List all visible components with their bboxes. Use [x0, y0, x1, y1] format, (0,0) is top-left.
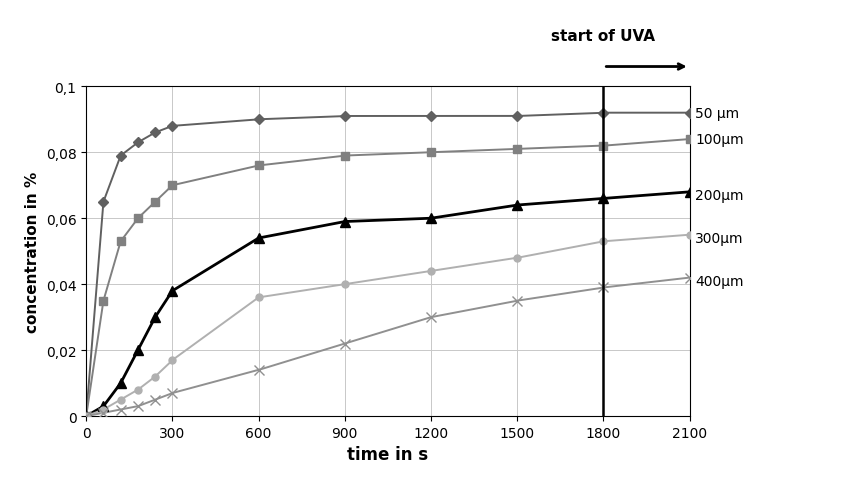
Text: start of UVA: start of UVA — [551, 30, 654, 45]
Text: 300μm: 300μm — [695, 231, 743, 245]
Text: 50 μm: 50 μm — [695, 106, 739, 121]
Y-axis label: concentration in %: concentration in % — [25, 171, 40, 332]
X-axis label: time in s: time in s — [347, 445, 428, 463]
Text: 200μm: 200μm — [695, 189, 743, 203]
Text: 100μm: 100μm — [695, 133, 743, 147]
Text: 400μm: 400μm — [695, 274, 743, 288]
